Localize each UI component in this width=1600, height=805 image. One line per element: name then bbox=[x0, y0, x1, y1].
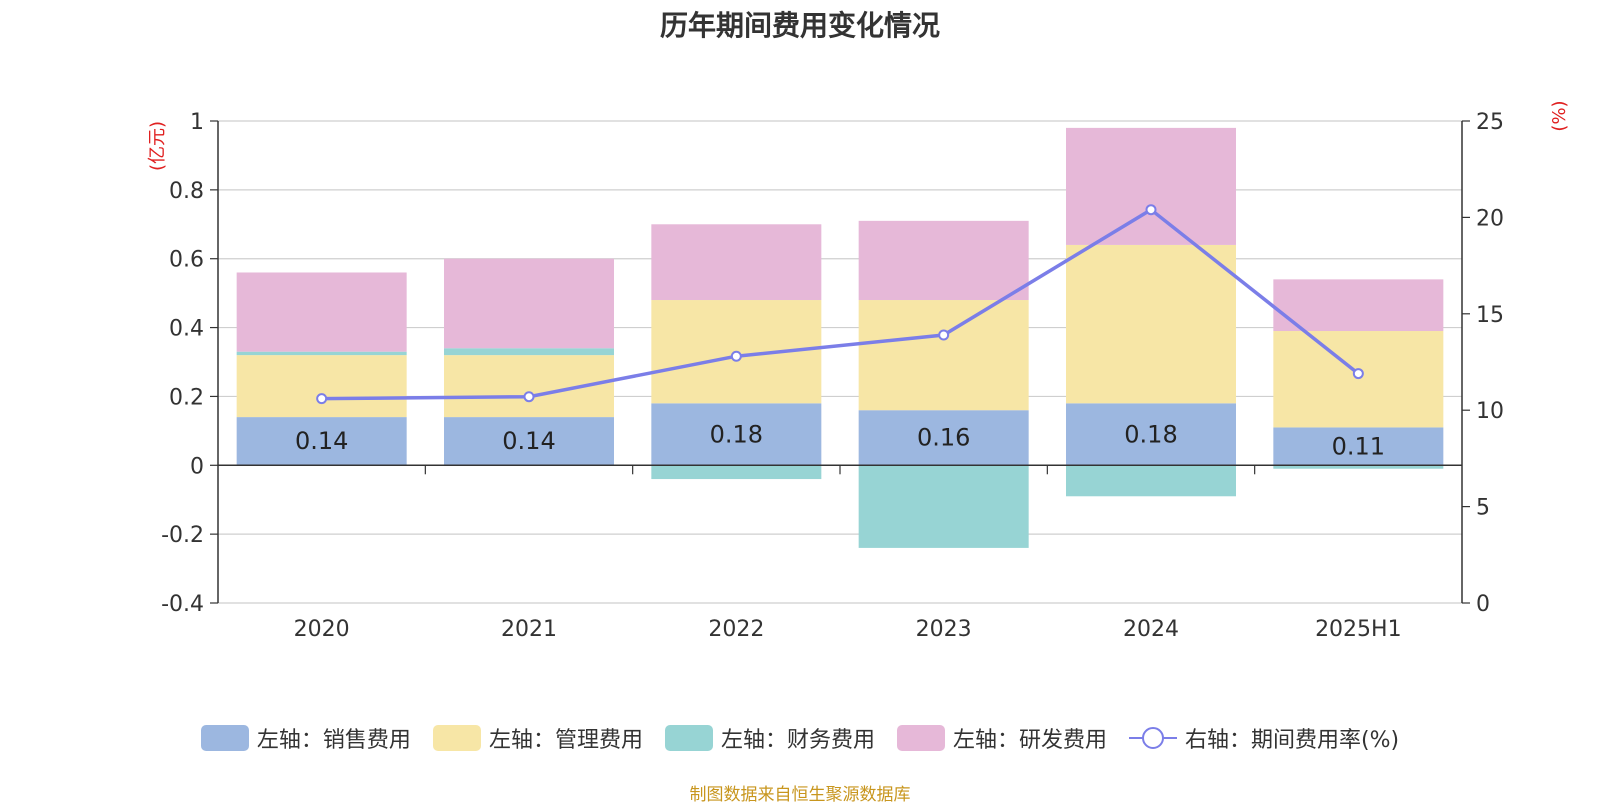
legend-label-admin: 左轴：管理费用 bbox=[488, 728, 643, 753]
bar-sales bbox=[1066, 403, 1236, 466]
rate-point bbox=[1352, 368, 1364, 380]
bar-data-label: 0.16 bbox=[917, 424, 970, 452]
rate-line bbox=[321, 207, 1360, 401]
bar-finance bbox=[1273, 465, 1444, 469]
left-tick-label: 0 bbox=[190, 454, 204, 479]
legend-item-finance[interactable]: 左轴：财务费用 bbox=[664, 722, 875, 754]
bar-rd bbox=[651, 224, 822, 301]
rate-point bbox=[938, 329, 950, 341]
bar-data-label: 0.11 bbox=[1332, 432, 1385, 460]
chart-legend: 左轴：销售费用 左轴：管理费用 左轴：财务费用 左轴：研发费用 右轴：期间费用率… bbox=[0, 722, 1600, 754]
bar-data-label: 0.14 bbox=[295, 427, 348, 455]
left-tick-label: 0.6 bbox=[169, 248, 204, 273]
x-tick-label: 2024 bbox=[1123, 617, 1179, 642]
bar-admin bbox=[236, 355, 407, 418]
bar-admin bbox=[1066, 244, 1236, 404]
source-note: 制图数据来自恒生聚源数据库 bbox=[689, 785, 911, 805]
right-tick-label: 20 bbox=[1476, 206, 1504, 231]
rate-point bbox=[730, 350, 742, 362]
rate-point bbox=[1145, 204, 1157, 216]
bar-finance bbox=[444, 348, 614, 356]
bar-sales bbox=[236, 417, 407, 466]
rate-point bbox=[523, 391, 535, 403]
right-tick-label: 15 bbox=[1476, 303, 1504, 328]
legend-item-rate[interactable]: 右轴：期间费用率(%) bbox=[1128, 722, 1400, 754]
left-tick-label: 0.8 bbox=[169, 179, 204, 204]
rate-point bbox=[316, 393, 328, 405]
right-tick-label: 25 bbox=[1476, 110, 1504, 135]
bar-admin bbox=[1273, 331, 1444, 428]
legend-label-rd: 左轴：研发费用 bbox=[952, 728, 1107, 753]
legend-label-rate: 右轴：期间费用率(%) bbox=[1184, 728, 1400, 753]
bar-rd bbox=[236, 272, 407, 352]
legend-swatch-admin bbox=[432, 725, 481, 751]
bar-sales bbox=[444, 417, 614, 466]
right-tick-label: 10 bbox=[1476, 399, 1504, 424]
bar-rd bbox=[444, 258, 614, 349]
bar-finance bbox=[1066, 465, 1236, 497]
left-tick-label: 0.4 bbox=[169, 317, 204, 342]
bar-admin bbox=[858, 300, 1029, 411]
chart-title: 历年期间费用变化情况 bbox=[659, 9, 940, 42]
bar-rd bbox=[1273, 279, 1444, 332]
bar-data-label: 0.14 bbox=[502, 427, 555, 455]
x-tick-label: 2022 bbox=[708, 617, 764, 642]
bar-sales bbox=[651, 403, 822, 466]
x-tick-label: 2021 bbox=[501, 617, 557, 642]
bar-finance bbox=[858, 465, 1029, 548]
x-tick-label: 2025H1 bbox=[1315, 617, 1402, 642]
right-tick-label: 0 bbox=[1476, 592, 1490, 617]
bar-finance bbox=[651, 465, 822, 480]
legend-swatch-rd bbox=[896, 725, 945, 751]
left-tick-label: -0.4 bbox=[161, 592, 204, 617]
legend-item-sales[interactable]: 左轴：销售费用 bbox=[200, 722, 411, 754]
legend-swatch-finance bbox=[664, 725, 713, 751]
legend-label-finance: 左轴：财务费用 bbox=[720, 728, 875, 753]
bar-data-label: 0.18 bbox=[710, 420, 763, 448]
bar-rd bbox=[858, 220, 1029, 301]
bar-sales bbox=[1273, 427, 1444, 466]
chart-plot: 1 0.8 0.6 0.4 0.2 0 -0.2 -0.4 25 20 15 10 5 0 (亿元) (%) 0… bbox=[147, 100, 1570, 642]
legend-swatch-sales bbox=[200, 725, 249, 751]
left-tick-label: 1 bbox=[190, 110, 204, 135]
x-tick-label: 2020 bbox=[294, 617, 350, 642]
left-axis-unit-label: (亿元) bbox=[147, 121, 168, 171]
legend-line-marker-icon bbox=[1128, 725, 1177, 751]
legend-label-sales: 左轴：销售费用 bbox=[256, 728, 411, 753]
legend-item-admin[interactable]: 左轴：管理费用 bbox=[432, 722, 643, 754]
legend-item-rd[interactable]: 左轴：研发费用 bbox=[896, 722, 1107, 754]
left-tick-label: 0.2 bbox=[169, 385, 204, 410]
bar-rd bbox=[1066, 127, 1236, 245]
left-tick-label: -0.2 bbox=[161, 523, 204, 548]
x-tick-label: 2023 bbox=[916, 617, 972, 642]
bar-sales bbox=[858, 410, 1029, 466]
right-axis-unit-label: (%) bbox=[1549, 100, 1570, 131]
bar-finance bbox=[236, 351, 407, 356]
right-tick-label: 5 bbox=[1476, 496, 1490, 521]
bar-data-label: 0.18 bbox=[1124, 420, 1177, 448]
